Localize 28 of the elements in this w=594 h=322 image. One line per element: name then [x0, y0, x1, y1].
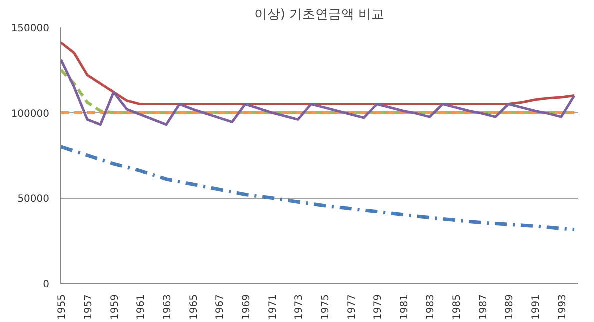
x-tick-label: 1975 — [320, 294, 332, 320]
x-tick-label: 1979 — [373, 294, 384, 320]
y-tick-label: 100000 — [11, 108, 50, 120]
x-tick-label: 1987 — [478, 294, 490, 320]
x-tick-label: 1989 — [504, 294, 516, 320]
x-tick-label: 1955 — [57, 294, 68, 320]
chart-title: 이상) 기초연금액 비교 — [254, 8, 385, 22]
x-tick-label: 1991 — [531, 294, 542, 320]
x-tick-label: 1981 — [399, 294, 410, 320]
x-tick-label: 1993 — [557, 294, 568, 320]
line-series — [60, 145, 576, 232]
x-tick-label: 1977 — [346, 294, 358, 320]
y-tick-label: 50000 — [18, 194, 50, 206]
x-tick-label: 1973 — [294, 294, 306, 320]
line-series — [60, 58, 576, 126]
x-tick-label: 1969 — [241, 294, 252, 320]
x-tick-label: 1959 — [110, 294, 121, 320]
x-tick-label: 1963 — [162, 294, 174, 320]
x-tick-label: 1957 — [83, 294, 94, 320]
line-series — [60, 42, 576, 106]
x-tick-label: 1985 — [452, 294, 464, 320]
x-tick-label: 1971 — [268, 294, 279, 320]
y-tick-label: 150000 — [11, 24, 50, 34]
x-tick-label: 1983 — [426, 294, 437, 320]
x-tick-label: 1961 — [136, 294, 148, 320]
x-tick-label: 1967 — [215, 294, 226, 320]
x-tick-label: 1965 — [188, 294, 200, 320]
y-tick-label: 0 — [43, 280, 50, 290]
